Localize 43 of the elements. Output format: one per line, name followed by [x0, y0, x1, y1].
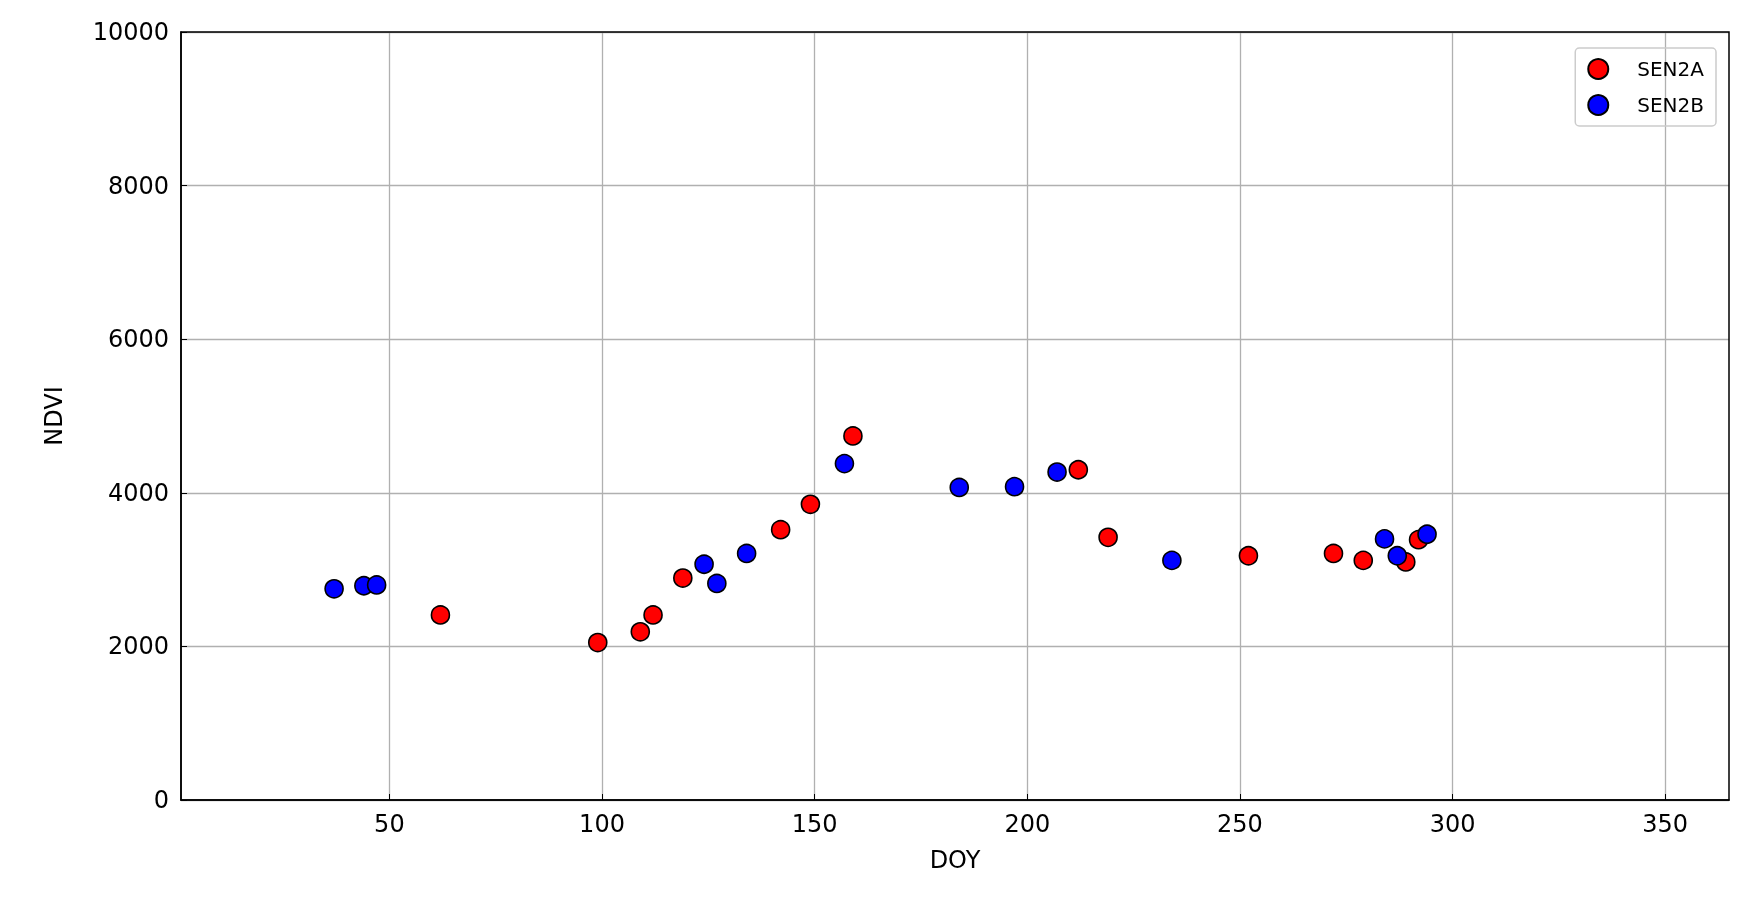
point [800, 494, 821, 515]
y-tick-label: 2000 [107, 632, 169, 661]
point [430, 605, 451, 625]
point [1353, 550, 1374, 571]
point [643, 605, 663, 625]
y-tick-label: 6000 [107, 325, 169, 354]
legend-label: SEN2A [1637, 57, 1705, 81]
point [1417, 524, 1437, 545]
x-tick-label: 250 [1217, 810, 1263, 838]
point [1162, 550, 1182, 571]
point [366, 575, 387, 595]
point [1068, 459, 1089, 480]
y-axis-title: NDVI [40, 386, 68, 446]
point [949, 477, 970, 498]
y-tick-label: 4000 [107, 478, 169, 507]
x-tick-label: 50 [374, 810, 405, 838]
x-tick-label: 350 [1642, 810, 1689, 838]
point [834, 453, 855, 474]
y-tick-label: 8000 [107, 171, 169, 200]
point [630, 622, 651, 642]
point [673, 568, 693, 588]
legend-label: SEN2B [1637, 93, 1705, 117]
point [1238, 545, 1259, 566]
point [324, 579, 344, 599]
x-tick-label: 200 [1004, 810, 1051, 838]
y-tick-label: 10000 [92, 18, 169, 46]
point [736, 543, 757, 564]
x-tick-label: 300 [1429, 810, 1476, 838]
point [1387, 545, 1408, 566]
point [770, 519, 791, 540]
point [694, 554, 714, 575]
point [1374, 529, 1395, 549]
point [1098, 527, 1118, 548]
point [1004, 476, 1025, 497]
point [587, 632, 608, 653]
point [707, 573, 727, 594]
x-tick-label: 150 [791, 810, 838, 838]
x-axis-title: DOY [929, 846, 981, 874]
point [1323, 543, 1344, 564]
point [843, 426, 863, 446]
y-tick-label: 0 [153, 786, 169, 814]
point [1047, 462, 1067, 482]
x-tick-label: 100 [579, 810, 625, 838]
